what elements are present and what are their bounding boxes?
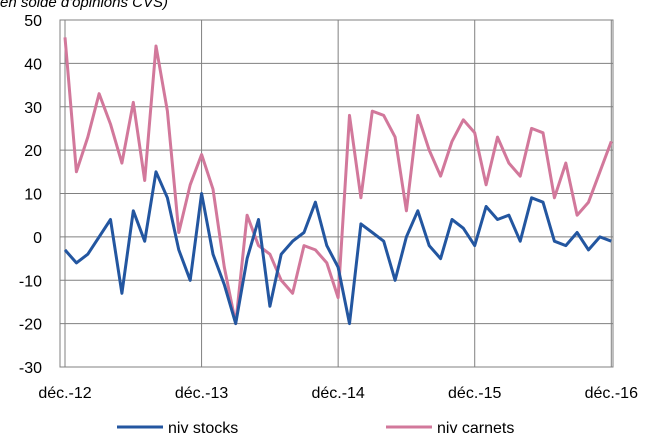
y-tick-label: -10 [19, 273, 42, 290]
y-tick-label: -20 [19, 317, 42, 334]
y-tick-label: 30 [24, 100, 42, 117]
series-line-niv-stocks [63, 170, 612, 326]
legend-label: niv stocks [168, 420, 238, 437]
y-tick-label: 10 [24, 187, 42, 204]
y-tick-label: -30 [19, 360, 42, 377]
x-tick-label: déc.-14 [311, 385, 364, 402]
y-tick-label: 20 [24, 143, 42, 160]
y-tick-label: 50 [24, 13, 42, 30]
chart-subtitle: en solde d'opinions CVS) [0, 0, 168, 11]
y-tick-label: 40 [24, 56, 42, 73]
x-tick-label: déc.-13 [175, 385, 228, 402]
y-tick-label: 0 [33, 230, 42, 247]
legend-label: niv carnets [437, 420, 514, 437]
x-tick-label: déc.-16 [585, 385, 638, 402]
series-line-niv-carnets [63, 37, 613, 326]
x-tick-label: déc.-15 [448, 385, 501, 402]
x-tick-label: déc.-12 [38, 385, 91, 402]
